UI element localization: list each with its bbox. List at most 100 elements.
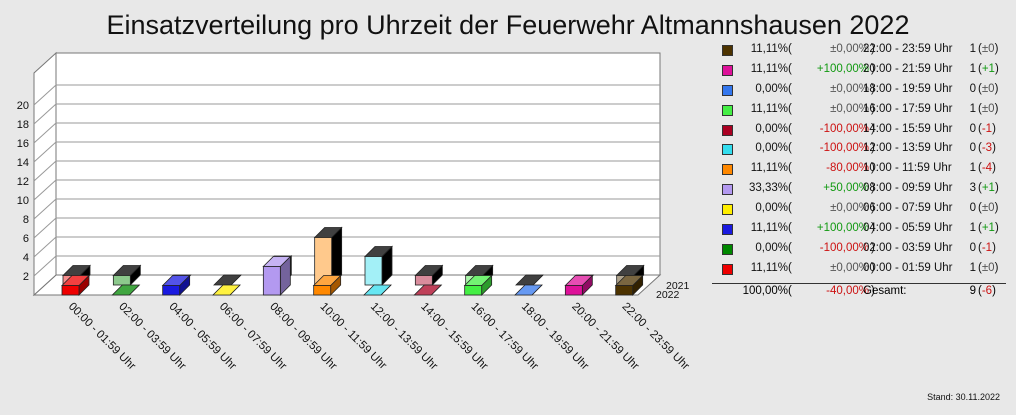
gridline — [33, 122, 660, 144]
legend-delta-value: -3 — [981, 142, 993, 155]
legend-delta-value: +1 — [981, 62, 995, 75]
legend-percent: 11,11% — [750, 261, 788, 274]
bar-2022 — [413, 284, 443, 296]
total-delta: (-6) — [978, 285, 996, 297]
legend-swatch — [722, 144, 733, 156]
legend-swatch — [722, 184, 733, 196]
legend-range: 18:00 - 19:59 Uhr — [863, 82, 953, 95]
legend-swatch — [722, 45, 733, 56]
legend-change: ±0,00% — [830, 261, 869, 274]
legend-close-paren: ) — [871, 43, 875, 55]
legend-delta-value: ±0 — [981, 43, 995, 55]
legend-count: 0 — [969, 202, 976, 215]
bar-2022-top — [111, 284, 141, 296]
legend-delta-value: ±0 — [981, 261, 995, 274]
legend-delta-value: -1 — [981, 241, 993, 254]
legend-total-row: 100,00% ( -40,00% ) Gesamt: 9 (-6) — [722, 285, 1016, 301]
bar-2021-front — [112, 275, 131, 286]
legend-range: 22:00 - 23:59 Uhr — [863, 43, 953, 55]
legend-percent: 33,33% — [748, 182, 788, 195]
back-wall — [55, 52, 661, 276]
legend-range: 12:00 - 13:59 Uhr — [863, 142, 953, 155]
legend-range: 08:00 - 09:59 Uhr — [863, 182, 953, 195]
legend-count: 1 — [969, 43, 976, 55]
legend-change: -100,00% — [819, 142, 869, 155]
legend-count: 1 — [969, 62, 976, 75]
legend-open-paren: ( — [788, 222, 792, 235]
legend-change: +100,00% — [816, 222, 869, 235]
legend-swatch — [722, 263, 733, 275]
gridline — [33, 255, 660, 277]
legend-percent: 11,11% — [750, 102, 788, 115]
y-tick-label: 20 — [17, 100, 29, 112]
legend-delta: (-3) — [978, 142, 996, 155]
gridline — [33, 179, 660, 201]
bar-2022-top — [413, 284, 443, 296]
legend-close-paren: ) — [871, 102, 875, 115]
legend-percent: 0,00% — [755, 122, 788, 135]
legend-change: +100,00% — [816, 62, 869, 75]
legend-count: 1 — [969, 162, 976, 175]
legend-delta: (-1) — [978, 241, 996, 254]
bar-2022 — [111, 284, 141, 296]
legend-change: +50,00% — [823, 182, 869, 195]
bar-2022-top — [212, 284, 241, 296]
legend-count: 3 — [969, 182, 976, 195]
bar-2022-top — [514, 284, 543, 296]
legend-range: 06:00 - 07:59 Uhr — [863, 202, 953, 215]
legend-close-paren: ) — [871, 122, 875, 135]
total-percent: 100,00% — [742, 285, 788, 297]
bar-2022 — [312, 274, 342, 296]
legend-count: 1 — [969, 102, 976, 115]
legend-swatch — [722, 243, 733, 255]
gridline — [33, 160, 660, 182]
legend-open-paren: ( — [788, 82, 792, 95]
legend-close-paren: ) — [871, 241, 875, 254]
legend-swatch — [722, 164, 733, 176]
bar-2022-front — [61, 285, 80, 296]
y-tick-label: 14 — [17, 157, 29, 169]
bar-2021-front — [364, 256, 383, 286]
legend-close-paren: ) — [871, 222, 875, 235]
y-tick-label: 12 — [17, 176, 29, 188]
legend-range: 04:00 - 05:59 Uhr — [863, 222, 953, 235]
legend-count: 0 — [969, 241, 976, 254]
legend-range: 14:00 - 15:59 Uhr — [863, 122, 953, 135]
y-tick-label: 16 — [17, 138, 29, 150]
legend-open-paren: ( — [788, 261, 792, 274]
legend-percent: 0,00% — [755, 142, 788, 155]
legend-delta: (-4) — [978, 162, 996, 175]
gridline — [33, 198, 660, 220]
bar-2022-front — [162, 285, 181, 296]
bar-2022 — [262, 255, 292, 296]
legend-swatch — [722, 104, 733, 116]
legend-swatch — [722, 124, 733, 136]
legend-open-paren: ( — [788, 62, 792, 75]
legend-delta-value: -1 — [981, 122, 993, 135]
gridline — [33, 141, 660, 163]
legend-change: ±0,00% — [830, 102, 869, 115]
legend-total-divider — [712, 283, 1006, 284]
legend-delta-value: ±0 — [981, 202, 995, 215]
legend-change: ±0,00% — [830, 202, 869, 215]
legend-open-paren: ( — [788, 43, 792, 55]
legend-swatch — [722, 84, 733, 96]
legend-open-paren: ( — [788, 162, 792, 175]
legend-percent: 11,11% — [750, 43, 788, 55]
bar-2022-front — [615, 285, 634, 296]
total-count: 9 — [969, 285, 976, 297]
legend-count: 0 — [969, 122, 976, 135]
total-label: Gesamt: — [863, 285, 907, 297]
side-wall — [33, 51, 57, 297]
legend-close-paren: ) — [871, 62, 875, 75]
legend-change: -100,00% — [819, 241, 869, 254]
legend-delta: (+1) — [978, 62, 999, 75]
legend-range: 20:00 - 21:59 Uhr — [863, 62, 953, 75]
legend-delta-value: ±0 — [981, 102, 995, 115]
legend-close-paren: ) — [871, 202, 875, 215]
legend-percent: 11,11% — [750, 162, 788, 175]
gridline — [33, 84, 660, 106]
total-change: -40,00% — [826, 285, 869, 297]
gridline — [33, 236, 660, 258]
bar-2021 — [364, 245, 393, 286]
